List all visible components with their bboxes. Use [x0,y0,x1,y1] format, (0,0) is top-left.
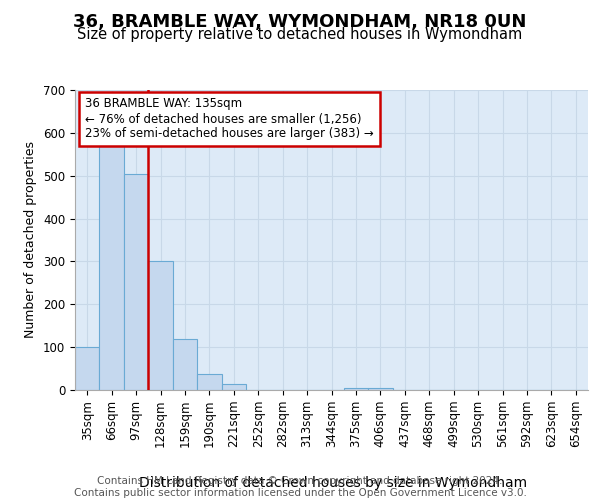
Bar [368,388,392,390]
Bar [221,384,246,390]
Bar [100,144,124,390]
Text: Distribution of detached houses by size in Wymondham: Distribution of detached houses by size … [139,476,527,490]
Bar [148,262,173,390]
Bar [173,338,197,390]
Text: Contains HM Land Registry data © Crown copyright and database right 2024.
Contai: Contains HM Land Registry data © Crown c… [74,476,526,498]
Y-axis label: Number of detached properties: Number of detached properties [25,142,37,338]
Bar [75,347,100,390]
Bar [124,174,148,390]
Text: 36 BRAMBLE WAY: 135sqm
← 76% of detached houses are smaller (1,256)
23% of semi-: 36 BRAMBLE WAY: 135sqm ← 76% of detached… [85,98,374,140]
Text: 36, BRAMBLE WAY, WYMONDHAM, NR18 0UN: 36, BRAMBLE WAY, WYMONDHAM, NR18 0UN [73,12,527,30]
Text: Size of property relative to detached houses in Wymondham: Size of property relative to detached ho… [77,28,523,42]
Bar [197,374,221,390]
Bar [344,388,368,390]
